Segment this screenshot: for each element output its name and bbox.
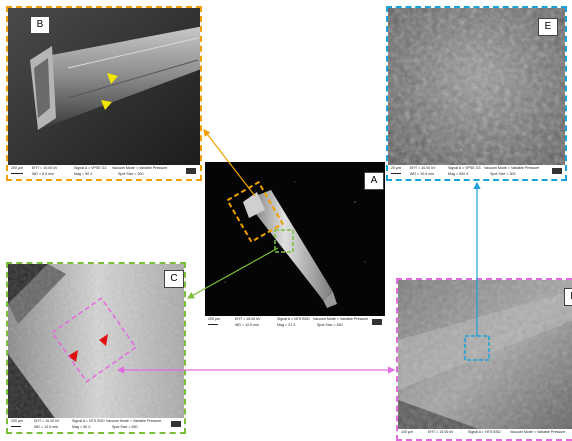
panel-b-label: B	[30, 16, 50, 34]
scale-bar	[11, 426, 21, 427]
spot-label: Spot Size = 300	[490, 172, 516, 176]
panel-c: C 100 µm EHT = 10.00 kV WD = 13.0 mm Sig…	[6, 262, 186, 434]
yellow-arrowhead	[101, 100, 112, 110]
panel-e-label: E	[538, 18, 558, 36]
signal-label: Signal A = NTS BSD	[72, 419, 105, 423]
scale-bar	[11, 173, 23, 174]
eht-label: EHT = 10.00 kV	[410, 166, 436, 170]
panel-b-image	[8, 8, 200, 179]
spot-label: Spot Size = 450	[112, 425, 138, 429]
scale-label: 200 µm	[11, 166, 24, 170]
panel-e-image	[388, 8, 565, 179]
eht-label: EHT = 10.00 kV	[34, 419, 60, 423]
panel-a-label: A	[364, 172, 384, 190]
vacuum-label: Vacuum Mode = Variable Pressure	[510, 430, 566, 434]
vacuum-label: Vacuum Mode = Variable Pressure	[484, 166, 540, 170]
panel-c-info-bar: 100 µm EHT = 10.00 kV WD = 13.0 mm Signa…	[8, 418, 184, 432]
zeiss-logo	[552, 168, 562, 174]
zeiss-logo	[186, 168, 196, 174]
panel-a: A 200 µm EHT = 15.00 kV WD = 12.5 mm Sig…	[205, 162, 385, 330]
yellow-arrowhead	[107, 73, 118, 84]
wd-label: WD = 13.0 mm	[34, 425, 59, 429]
scale-bar	[208, 324, 218, 325]
signal-label: Signal A = VPSE G3	[448, 166, 481, 170]
spot-label: Spot Size = 450	[317, 323, 343, 327]
vacuum-label: Vacuum Mode = Variable Pressure	[106, 419, 162, 423]
mag-label: Mag = 500 X	[448, 172, 469, 176]
panel-c-image	[8, 264, 184, 432]
signal-label: Signal A = NTS BSD	[468, 430, 501, 434]
eht-label: EHT = 15.00 kV	[428, 430, 454, 434]
panel-b-info-bar: 200 µm EHT = 10.00 kV WD = 8.5 mm Signal…	[8, 165, 200, 179]
panel-d-label: D	[564, 288, 572, 306]
panel-a-info-bar: 200 µm EHT = 15.00 kV WD = 12.5 mm Signa…	[205, 316, 385, 330]
panel-b: B 200 µm EHT = 10.00 kV WD = 8.5 mm Sign…	[6, 6, 202, 181]
scale-label: 200 µm	[208, 317, 221, 321]
wd-label: WD = 8.5 mm	[32, 172, 55, 176]
signal-label: Signal A = NTS BSD	[277, 317, 310, 321]
vacuum-label: Vacuum Mode = Variable Pressure	[313, 317, 369, 321]
eht-label: EHT = 15.00 kV	[235, 317, 261, 321]
spot-label: Spot Size = 300	[118, 172, 144, 176]
zeiss-logo	[171, 421, 181, 427]
signal-label: Signal A = VPSE G3	[74, 166, 107, 170]
panel-a-image	[205, 162, 385, 330]
vacuum-label: Vacuum Mode = Variable Pressure	[112, 166, 168, 170]
panel-d-info-bar: 100 µm EHT = 15.00 kV Signal A = NTS BSD…	[398, 429, 572, 439]
panel-e: E 20 µm EHT = 10.00 kV WD = 10.5 mm Sign…	[386, 6, 567, 181]
wd-label: WD = 10.5 mm	[410, 172, 435, 176]
mag-label: Mag = 50 X	[74, 172, 93, 176]
wd-label: WD = 12.5 mm	[235, 323, 260, 327]
panel-d-image	[398, 280, 572, 439]
panel-d: D 100 µm EHT = 15.00 kV Signal A = NTS B…	[396, 278, 572, 441]
scale-label: 100 µm	[401, 430, 414, 434]
scale-bar	[391, 173, 401, 174]
zeiss-logo	[372, 319, 382, 325]
scale-label: 100 µm	[11, 419, 24, 423]
mag-label: Mag = 21 X	[277, 323, 296, 327]
scale-label: 20 µm	[391, 166, 402, 170]
panel-c-label: C	[164, 270, 184, 288]
mag-label: Mag = 50 X	[72, 425, 91, 429]
eht-label: EHT = 10.00 kV	[32, 166, 58, 170]
panel-e-info-bar: 20 µm EHT = 10.00 kV WD = 10.5 mm Signal…	[388, 165, 565, 179]
